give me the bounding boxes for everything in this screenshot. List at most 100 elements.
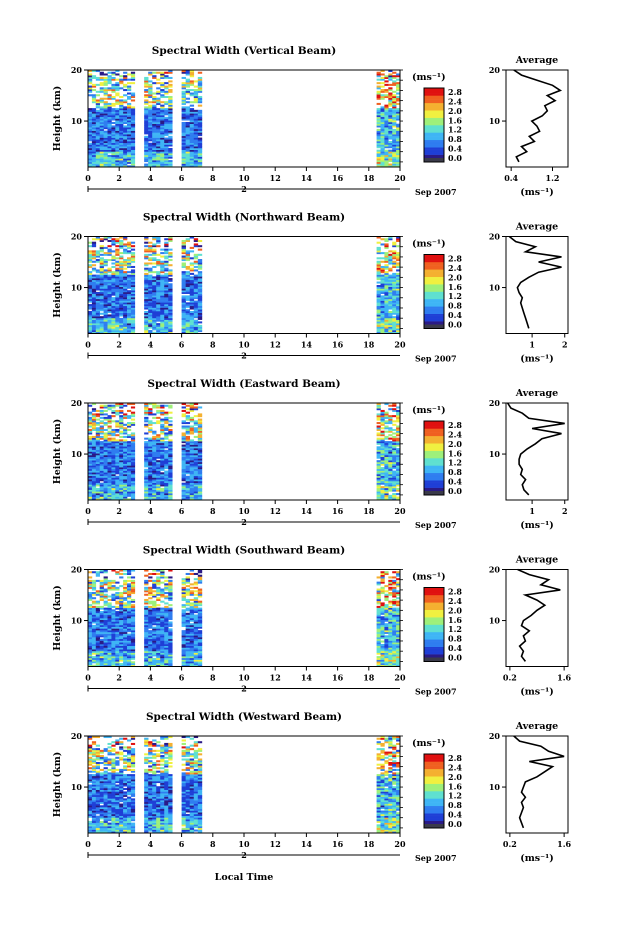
colorbar-tick-label: 0.8	[448, 301, 462, 311]
x-tick-label: 16	[332, 673, 344, 683]
colorbar-segment	[424, 458, 444, 461]
x-tick-label: 8	[210, 506, 216, 516]
colorbar-segment	[424, 467, 444, 470]
colorbar-tick-label: 0.0	[448, 653, 462, 663]
colorbar-segment	[424, 117, 444, 120]
avg-y-tick-label: 20	[489, 65, 501, 75]
colorbar-tick-label: 1.6	[448, 282, 462, 292]
average-panel: Average 20 10 1 2 (ms⁻¹)	[489, 222, 569, 365]
colorbar-segment	[424, 432, 444, 435]
colorbar-segment	[424, 435, 444, 438]
heatmap	[88, 70, 401, 168]
x-tick-label: 18	[363, 839, 375, 849]
day-label: 2	[241, 351, 247, 361]
colorbar-segment	[424, 589, 444, 592]
colorbar-segment	[424, 624, 444, 627]
heatmap	[88, 736, 401, 834]
y-tick-label: 20	[71, 232, 83, 242]
colorbar-segment	[424, 280, 444, 283]
colorbar-segment	[424, 424, 444, 427]
y-axis-label: Height (km)	[52, 585, 63, 651]
x-tick-label: 0	[85, 839, 91, 849]
colorbar-segment	[424, 768, 444, 771]
x-tick-label: 10	[238, 340, 250, 350]
colorbar-segment	[424, 91, 444, 94]
colorbar-segment	[424, 450, 444, 453]
colorbar-tick-label: 2.4	[448, 596, 462, 606]
x-tick-label: 20	[394, 673, 406, 683]
colorbar-segment	[424, 613, 444, 616]
colorbar-tick-label: 2.4	[448, 96, 462, 106]
avg-y-tick-label: 10	[489, 283, 501, 293]
average-panel: Average 20 10 1 2 (ms⁻¹)	[489, 388, 569, 531]
x-tick-label: 12	[270, 340, 281, 350]
colorbar-tick-label: 0.0	[448, 486, 462, 496]
colorbar-segment	[424, 274, 444, 277]
avg-x-tick-label: 2	[562, 506, 568, 516]
avg-y-tick-label: 20	[489, 398, 501, 408]
panel-3: Spectral Width (Southward Beam) Height (k…	[52, 545, 572, 698]
colorbar-segment	[424, 630, 444, 633]
x-tick-label: 20	[394, 173, 406, 183]
x-tick-label: 12	[270, 673, 281, 683]
colorbar-segment	[424, 598, 444, 601]
colorbar-tick-label: 1.2	[448, 458, 462, 468]
colorbar: 2.82.42.01.61.20.80.40.0	[423, 420, 462, 496]
colorbar-segment	[424, 106, 444, 109]
heatmap	[88, 236, 401, 334]
colorbar-unit: (ms⁻¹)	[412, 239, 446, 250]
colorbar-segment	[424, 480, 444, 483]
colorbar-segment	[424, 463, 444, 466]
colorbar-segment	[424, 443, 444, 446]
colorbar-segment	[424, 607, 444, 610]
panel-1: Spectral Width (Northward Beam) Height (k…	[52, 212, 569, 365]
colorbar-segment	[424, 456, 444, 459]
x-tick-label: 0	[85, 173, 91, 183]
average-profile-line	[506, 402, 565, 496]
avg-x-tick-label: 0.4	[504, 173, 518, 183]
colorbar-segment	[424, 437, 444, 440]
colorbar-segment	[424, 772, 444, 775]
colorbar-tick-label: 2.0	[448, 106, 462, 116]
colorbar-frame	[423, 753, 445, 829]
colorbar-tick-label: 0.4	[448, 310, 462, 320]
day-label: 2	[241, 850, 247, 860]
colorbar-unit: (ms⁻¹)	[412, 572, 446, 583]
colorbar-segment	[424, 154, 444, 157]
colorbar-segment	[424, 119, 444, 122]
colorbar-segment	[424, 137, 444, 141]
colorbar-tick-label: 0.0	[448, 819, 462, 829]
colorbar-tick-label: 2.8	[448, 87, 462, 97]
colorbar-segment	[424, 628, 444, 631]
colorbar-segment	[424, 152, 444, 155]
colorbar-segment	[424, 261, 444, 265]
colorbar-tick-label: 2.4	[448, 429, 462, 439]
avg-y-tick-label: 10	[489, 782, 501, 792]
colorbar-segment	[424, 622, 444, 625]
colorbar-segment	[424, 295, 444, 298]
colorbar-segment	[424, 604, 444, 607]
x-tick-label: 8	[210, 173, 216, 183]
x-tick-label: 6	[179, 673, 185, 683]
colorbar-segment	[424, 269, 444, 272]
colorbar-segment	[424, 774, 444, 777]
colorbar-segment	[424, 789, 444, 792]
average-frame	[505, 236, 569, 334]
x-tick-label: 8	[210, 839, 216, 849]
colorbar-segment	[424, 143, 444, 146]
colorbar-segment	[424, 633, 444, 636]
x-axis-label: Local Time	[215, 872, 274, 883]
colorbar-segment	[424, 816, 444, 820]
x-tick-label: 8	[210, 340, 216, 350]
y-tick-label: 10	[71, 116, 83, 126]
colorbar-tick-label: 0.8	[448, 134, 462, 144]
colorbar-tick-label: 0.0	[448, 320, 462, 330]
colorbar-segment	[424, 593, 444, 596]
colorbar-segment	[424, 802, 444, 805]
colorbar-tick-label: 2.8	[448, 420, 462, 430]
x-tick-label: 12	[270, 839, 281, 849]
average-title: Average	[515, 555, 558, 566]
colorbar-segment	[424, 820, 444, 823]
average-panel: Average 20 10 0.4 1.2 (ms⁻¹)	[489, 55, 569, 198]
colorbar: 2.82.42.01.61.20.80.40.0	[423, 87, 462, 163]
